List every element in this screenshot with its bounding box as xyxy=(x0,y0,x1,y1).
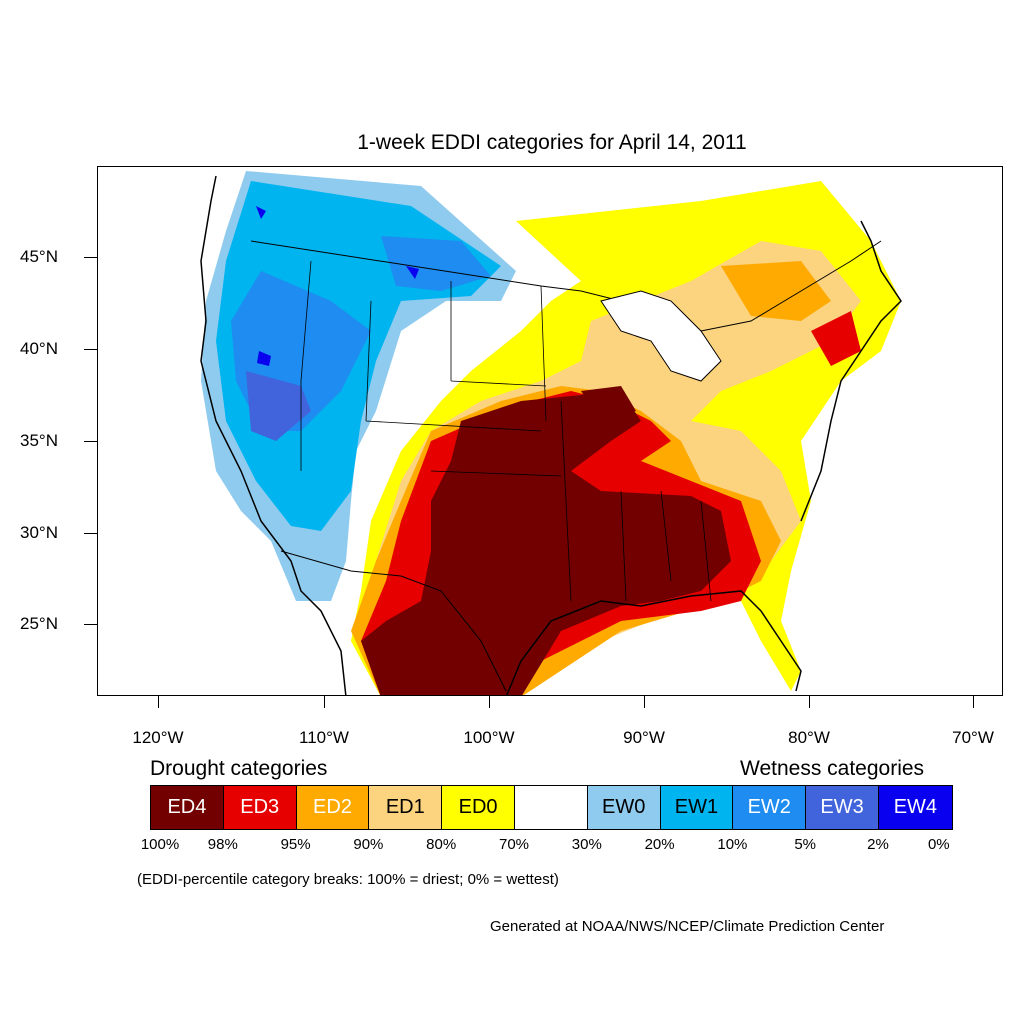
category-note: (EDDI-percentile category breaks: 100% =… xyxy=(137,871,559,888)
lon-tick xyxy=(644,696,645,708)
lat-label-30: 30°N xyxy=(20,523,58,542)
lat-label-40: 40°N xyxy=(20,339,58,358)
state-lines xyxy=(300,260,712,602)
lat-label-45: 45°N xyxy=(20,247,58,266)
percentile-break: 98% xyxy=(207,836,238,853)
region-ed4 xyxy=(361,391,731,695)
percentile-break: 5% xyxy=(794,836,817,853)
legend-box-ed1: ED1 xyxy=(369,786,443,829)
region-ew2b xyxy=(381,236,491,291)
percentile-break: 90% xyxy=(353,836,384,853)
percentile-break: 95% xyxy=(280,836,311,853)
great-lakes xyxy=(600,290,722,382)
region-ed3b xyxy=(811,311,861,366)
mexico-border xyxy=(280,550,507,692)
region-ew3 xyxy=(246,371,311,441)
legend-bar: ED4 ED3 ED2 ED1 ED0 EW0 EW1 EW2 EW3 EW4 xyxy=(150,785,953,830)
lat-tick xyxy=(84,257,97,258)
map-title: 1-week EDDI categories for April 14, 201… xyxy=(357,131,747,154)
percentile-break: 100% xyxy=(140,836,180,853)
lat-tick xyxy=(84,349,97,350)
legend-box-ew2: EW2 xyxy=(733,786,807,829)
eddi-map xyxy=(97,166,1003,696)
lon-tick xyxy=(158,696,159,708)
percentile-break: 2% xyxy=(867,836,889,853)
percentile-break: 20% xyxy=(644,836,675,853)
lon-tick xyxy=(973,696,974,708)
legend-box-ew0: EW0 xyxy=(587,786,661,829)
lat-tick xyxy=(84,533,97,534)
lat-tick xyxy=(84,624,97,625)
lon-label-90: 90°W xyxy=(623,728,665,747)
legend-box-ew3: EW3 xyxy=(806,786,879,829)
legend-box-ew1: EW1 xyxy=(660,786,734,829)
percentile-break: 0% xyxy=(927,836,950,853)
lon-tick xyxy=(489,696,490,708)
percentile-break: 10% xyxy=(717,836,748,853)
lat-label-25: 25°N xyxy=(20,614,58,633)
percentile-break: 70% xyxy=(498,836,530,853)
coastline xyxy=(200,175,347,695)
legend-box-ed0: ED0 xyxy=(442,786,515,829)
drought-heading: Drought categories xyxy=(150,757,328,780)
gulf-coastline xyxy=(506,590,802,695)
lon-tick xyxy=(324,696,325,708)
percentile-break: 80% xyxy=(426,836,457,853)
lon-label-70: 70°W xyxy=(952,728,994,747)
lon-label-110: 110°W xyxy=(299,728,349,747)
lon-tick xyxy=(809,696,810,708)
map-canvas xyxy=(200,171,902,695)
lon-label-120: 120°W xyxy=(132,728,184,747)
percentile-break: 30% xyxy=(571,836,602,853)
lon-label-100: 100°W xyxy=(463,728,515,747)
east-coastline xyxy=(800,220,902,522)
credit-line: Generated at NOAA/NWS/NCEP/Climate Predi… xyxy=(490,918,885,935)
region-ed4b xyxy=(581,386,636,421)
wetness-heading: Wetness categories xyxy=(740,757,925,780)
lon-label-80: 80°W xyxy=(788,728,830,747)
lat-tick xyxy=(84,441,97,442)
legend-box-ed4: ED4 xyxy=(151,786,224,829)
legend-box-ew4: EW4 xyxy=(878,786,952,829)
legend-box-neutral xyxy=(514,786,588,829)
legend-box-ed3: ED3 xyxy=(223,786,297,829)
lat-label-35: 35°N xyxy=(20,431,58,450)
region-ed2b xyxy=(721,261,831,321)
legend-box-ed2: ED2 xyxy=(296,786,370,829)
